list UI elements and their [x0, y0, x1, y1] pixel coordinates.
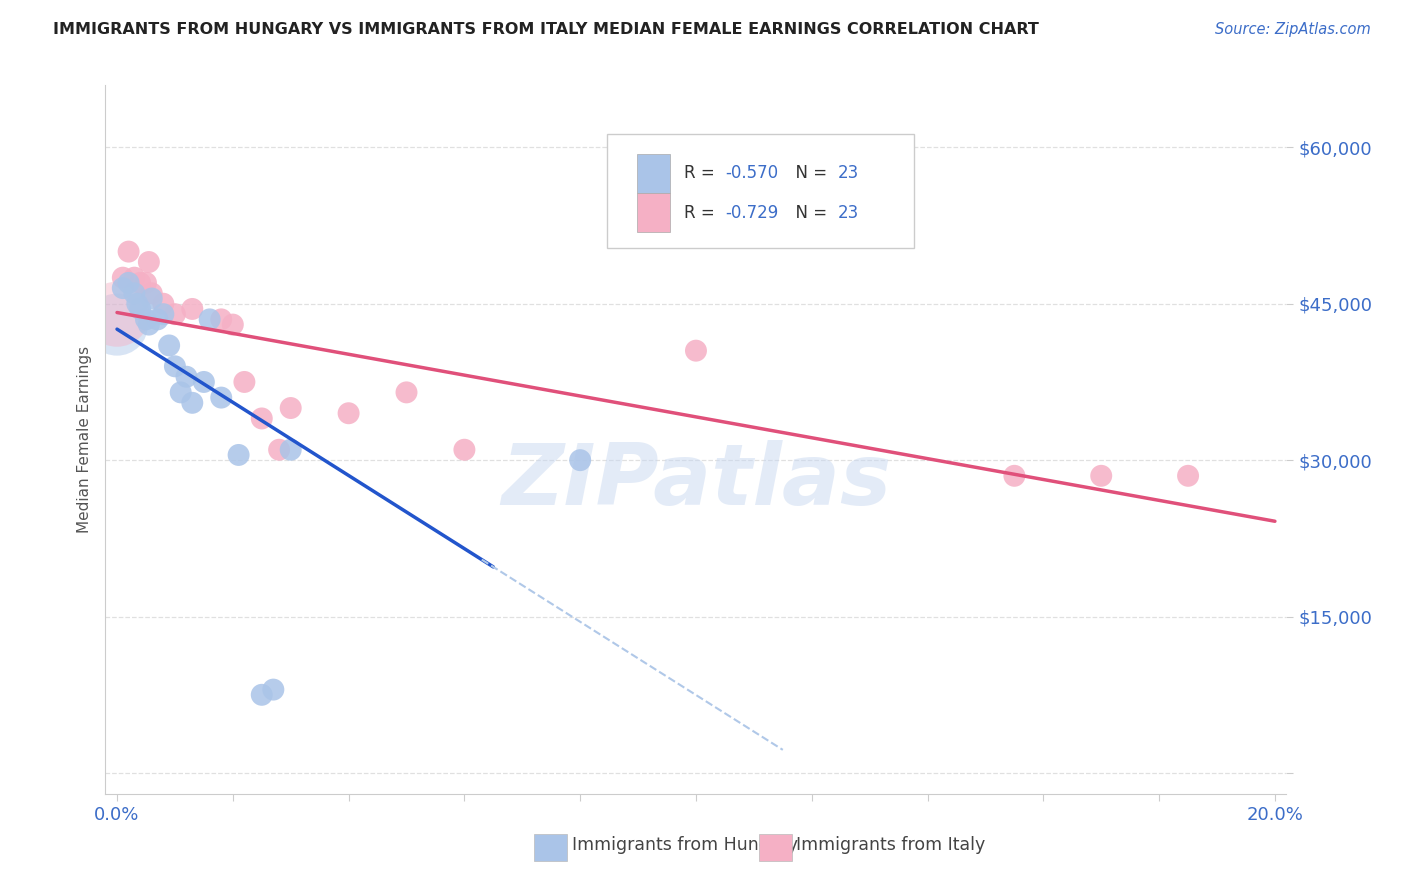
- Point: [453, 442, 475, 457]
- Point: [105, 318, 128, 332]
- Text: Immigrants from Hungary: Immigrants from Hungary: [572, 836, 799, 854]
- Text: N =: N =: [785, 164, 832, 182]
- Point: [209, 391, 232, 405]
- Point: [395, 385, 418, 400]
- Point: [127, 297, 149, 311]
- Point: [209, 312, 232, 326]
- Point: [1002, 468, 1025, 483]
- Point: [141, 286, 163, 301]
- Point: [117, 276, 139, 290]
- Text: -0.570: -0.570: [725, 164, 779, 182]
- Point: [146, 312, 169, 326]
- Point: [280, 442, 302, 457]
- Point: [233, 375, 256, 389]
- Point: [280, 401, 302, 415]
- Y-axis label: Median Female Earnings: Median Female Earnings: [76, 346, 91, 533]
- Point: [152, 307, 174, 321]
- Point: [111, 281, 134, 295]
- Point: [163, 307, 186, 321]
- Point: [170, 385, 193, 400]
- Text: Source: ZipAtlas.com: Source: ZipAtlas.com: [1215, 22, 1371, 37]
- Point: [569, 453, 592, 467]
- Point: [337, 406, 360, 420]
- Point: [157, 338, 180, 352]
- Text: N =: N =: [785, 204, 832, 222]
- Point: [124, 286, 146, 301]
- Point: [138, 255, 160, 269]
- Point: [152, 297, 174, 311]
- Point: [193, 375, 215, 389]
- Point: [198, 312, 221, 326]
- Point: [685, 343, 707, 358]
- FancyBboxPatch shape: [607, 135, 914, 248]
- Point: [129, 301, 152, 316]
- FancyBboxPatch shape: [637, 153, 671, 193]
- Text: R =: R =: [685, 204, 720, 222]
- Point: [138, 318, 160, 332]
- Point: [222, 318, 245, 332]
- FancyBboxPatch shape: [637, 194, 671, 233]
- Point: [135, 312, 157, 326]
- Point: [141, 292, 163, 306]
- Text: 23: 23: [838, 204, 859, 222]
- Point: [163, 359, 186, 374]
- Point: [124, 270, 146, 285]
- Point: [117, 244, 139, 259]
- Point: [262, 682, 284, 697]
- FancyBboxPatch shape: [534, 834, 567, 861]
- Text: R =: R =: [685, 164, 720, 182]
- Point: [269, 442, 291, 457]
- Point: [228, 448, 250, 462]
- Text: 23: 23: [838, 164, 859, 182]
- Text: -0.729: -0.729: [725, 204, 779, 222]
- Point: [181, 301, 204, 316]
- Point: [1090, 468, 1112, 483]
- Text: ZIPatlas: ZIPatlas: [501, 441, 891, 524]
- Point: [1177, 468, 1199, 483]
- Point: [250, 411, 273, 425]
- Point: [105, 307, 128, 321]
- Point: [129, 276, 152, 290]
- FancyBboxPatch shape: [759, 834, 792, 861]
- Point: [111, 270, 134, 285]
- Point: [250, 688, 273, 702]
- Point: [181, 396, 204, 410]
- Point: [135, 276, 157, 290]
- Point: [176, 369, 198, 384]
- Text: IMMIGRANTS FROM HUNGARY VS IMMIGRANTS FROM ITALY MEDIAN FEMALE EARNINGS CORRELAT: IMMIGRANTS FROM HUNGARY VS IMMIGRANTS FR…: [53, 22, 1039, 37]
- Text: Immigrants from Italy: Immigrants from Italy: [796, 836, 986, 854]
